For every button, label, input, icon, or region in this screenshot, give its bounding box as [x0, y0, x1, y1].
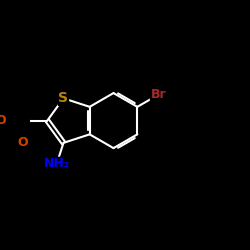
- Text: Br: Br: [150, 88, 166, 101]
- Text: O: O: [18, 136, 28, 149]
- Text: NH₂: NH₂: [44, 157, 70, 170]
- Text: S: S: [58, 91, 68, 105]
- Text: O: O: [0, 114, 6, 127]
